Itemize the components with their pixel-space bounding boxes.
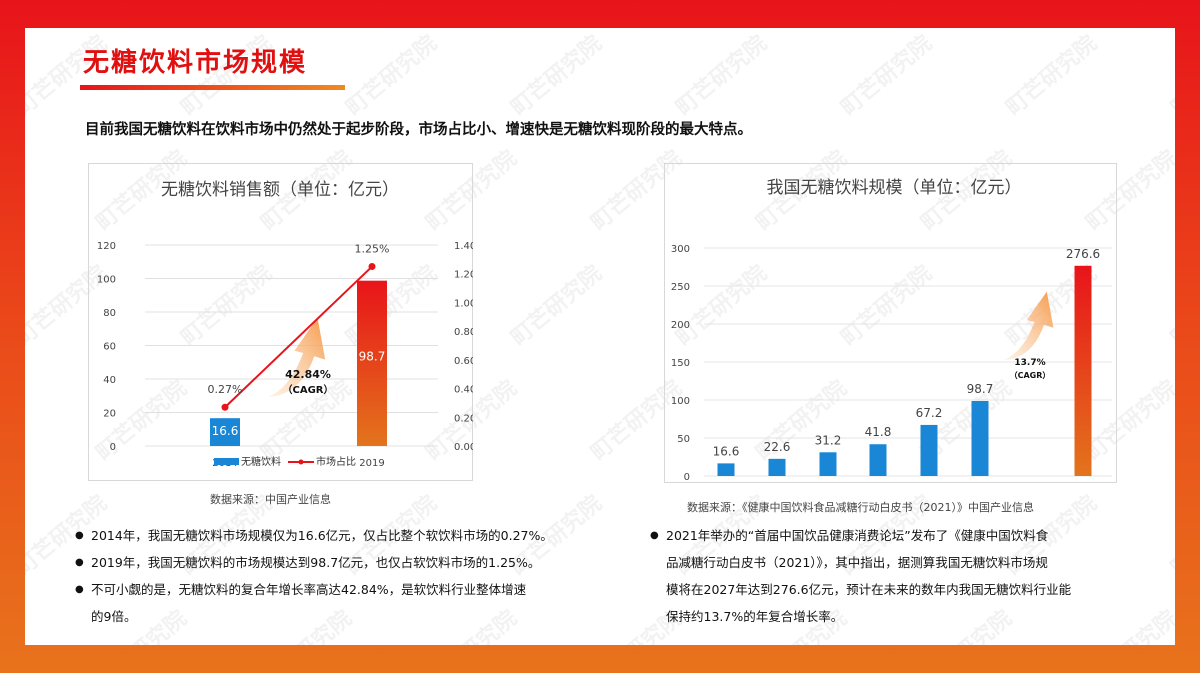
bullet-item: 2019年，我国无糖饮料的市场规模达到98.7亿元，也仅占软饮料市场的1.25%… <box>75 549 553 576</box>
bar <box>210 418 240 446</box>
left-chart-source: 数据来源：中国产业信息 <box>210 493 331 506</box>
cagr-arrow-icon <box>1004 291 1054 360</box>
y-tick-label: 100 <box>671 396 690 407</box>
line-value-label: 1.25% <box>355 243 390 256</box>
watermark-text: 町芒研究院 <box>506 260 607 351</box>
bullet-continuation: 品减糖行动白皮书（2021）》，其中指出，据测算我国无糖饮料市场规 <box>666 555 1048 570</box>
bar <box>1074 265 1092 476</box>
sales-chart: 无糖饮料销售额（单位：亿元） 0 20 40 60 80 100 120 0.00% 0.20% 0… <box>97 180 473 469</box>
right-chart-box <box>664 163 1117 483</box>
watermark-text: 町芒研究院 <box>1166 260 1175 351</box>
watermark-text: 町芒研究院 <box>341 30 442 121</box>
y2-tick-label: 0.00% <box>454 442 473 453</box>
y-tick-label: 60 <box>103 342 116 353</box>
cagr-arrow-icon <box>268 317 326 397</box>
bar-value-label: 22.6 <box>764 440 791 454</box>
y-tick-label: 200 <box>671 320 690 331</box>
y-tick-label: 50 <box>677 434 690 445</box>
line-value-label: 0.27% <box>208 383 243 396</box>
y-tick-label: 40 <box>103 375 116 386</box>
y2-tick-label: 0.60% <box>454 356 473 367</box>
x-tick-label: 2019 <box>359 458 384 469</box>
slide: 町芒研究院 町芒研究院 町芒研究院 町芒研究院 町芒研究院 町芒研究院 町芒研究院 町芒研究院… <box>25 28 1175 645</box>
bar-value-label: 67.2 <box>916 406 943 420</box>
y-tick-label: 0 <box>110 442 116 453</box>
bar <box>357 280 387 446</box>
y-tick-label: 0 <box>684 472 690 483</box>
watermark-text: 町芒研究院 <box>506 30 607 121</box>
bar <box>971 400 989 476</box>
market-size-chart: 我国无糖饮料规模（单位：亿元）05010015020025030016.6201… <box>671 178 1112 483</box>
bullet-item: 2014年，我国无糖饮料市场规模仅为16.6亿元，仅占比整个软饮料市场的0.27… <box>75 522 553 549</box>
y-tick-label: 120 <box>97 241 116 252</box>
bar <box>869 444 887 476</box>
left-bullets: 2014年，我国无糖饮料市场规模仅为16.6亿元，仅占比整个软饮料市场的0.27… <box>75 522 553 630</box>
watermark-text: 町芒研究院 <box>1001 30 1102 121</box>
bar-value-label: 98.7 <box>967 382 994 396</box>
bar-value-label: 41.8 <box>865 425 892 439</box>
right-chart-source: 数据来源：《健康中国饮料食品减糖行动白皮书（2021）》中国产业信息 <box>687 501 1034 514</box>
series-line <box>224 265 373 408</box>
watermark-text: 町芒研究院 <box>836 30 937 121</box>
right-bullets: 2021年举办的“首届中国饮品健康消费论坛”发布了《健康中国饮料食 品减糖行动白… <box>650 522 1071 630</box>
y-tick-label: 300 <box>671 244 690 255</box>
watermark-text: 町芒研究院 <box>1078 601 1175 645</box>
chart-title: 无糖饮料销售额（单位：亿元） <box>161 180 399 200</box>
bar-value-label: 276.6 <box>1066 247 1100 261</box>
bar <box>717 463 735 476</box>
y2-tick-label: 1.20% <box>454 270 473 281</box>
chart-title: 我国无糖饮料规模（单位：亿元） <box>767 178 1022 198</box>
y2-tick-label: 1.00% <box>454 298 473 309</box>
cagr-label: 42.84% <box>285 368 331 381</box>
bar-value-label: 31.2 <box>815 433 842 447</box>
page-title: 无糖饮料市场规模 <box>83 48 308 78</box>
y2-tick-label: 0.40% <box>454 385 473 396</box>
bullet-continuation: 的9倍。 <box>91 609 137 624</box>
bullet-continuation: 保持约13.7%的年复合增长率。 <box>666 609 844 624</box>
legend-swatch-point <box>298 459 304 465</box>
watermark-text: 町芒研究院 <box>671 30 772 121</box>
cagr-sublabel: （CAGR） <box>1010 370 1051 380</box>
line-point <box>368 263 376 271</box>
title-underline <box>80 85 345 90</box>
y2-tick-label: 0.80% <box>454 327 473 338</box>
bar-value-label: 16.6 <box>713 444 740 458</box>
bullet-item: 2021年举办的“首届中国饮品健康消费论坛”发布了《健康中国饮料食 <box>650 522 1071 549</box>
bar <box>768 458 786 476</box>
y2-tick-label: 1.40% <box>454 241 473 252</box>
bullet-continuation: 模将在2027年达到276.6亿元，预计在未来的数年内我国无糖饮料行业能 <box>666 582 1072 597</box>
watermark-text: 町芒研究院 <box>1166 30 1175 121</box>
bar-value-label: 98.7 <box>359 350 386 364</box>
cagr-label: 13.7% <box>1014 358 1045 368</box>
y-tick-label: 250 <box>671 282 690 293</box>
y-tick-label: 20 <box>103 409 116 420</box>
left-chart-box <box>88 163 473 481</box>
line-point <box>221 403 229 411</box>
legend-label: 无糖饮料 <box>241 455 281 468</box>
y2-tick-label: 0.20% <box>454 413 473 424</box>
cagr-sublabel: （CAGR） <box>283 383 334 396</box>
subtitle: 目前我国无糖饮料在饮料市场中仍然处于起步阶段，市场占比小、增速快是无糖饮料现阶段… <box>85 122 752 138</box>
bar <box>920 424 938 476</box>
y-tick-label: 100 <box>97 275 116 286</box>
y-tick-label: 80 <box>103 308 116 319</box>
legend-label: 市场占比 <box>316 455 356 468</box>
bar-value-label: 16.6 <box>212 424 239 438</box>
watermark-text: 町芒研究院 <box>1166 490 1175 581</box>
legend-swatch-bar <box>214 458 239 465</box>
bar <box>819 452 837 476</box>
y-tick-label: 150 <box>671 358 690 369</box>
bullet-item: 不可小觑的是，无糖饮料的复合年增长率高达42.84%，是软饮料行业整体增速 <box>75 576 553 603</box>
